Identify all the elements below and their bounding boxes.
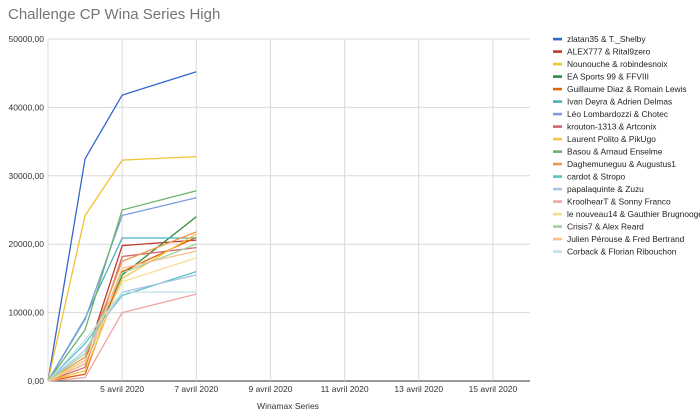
legend-label: Corback & Florian Ribouchon	[567, 247, 677, 257]
legend-item[interactable]: Ivan Deyra & Adrien Delmas	[553, 97, 672, 107]
y-tick-label: 20000,00	[9, 239, 45, 249]
series-line	[47, 257, 197, 382]
legend-label: Crisis7 & Alex Reard	[567, 222, 644, 232]
legend-item[interactable]: Léo Lombardozzi & Chotec	[553, 109, 668, 119]
legend-swatch	[553, 175, 562, 178]
legend-swatch	[553, 75, 562, 78]
legend-swatch	[553, 112, 562, 116]
legend-swatch	[553, 87, 562, 91]
grid	[47, 38, 530, 382]
legend-swatch	[553, 125, 562, 128]
legend-swatch	[553, 137, 562, 141]
legend-item[interactable]: Nounouche & robindesnoix	[553, 59, 668, 69]
y-tick-label: 50000,00	[9, 34, 45, 44]
legend-label: zlatan35 & T._Shelby	[567, 34, 646, 44]
legend-swatch	[553, 250, 562, 253]
series-line	[47, 291, 197, 382]
legend-swatch	[553, 212, 562, 216]
legend-label: Guillaume Diaz & Romain Lewis	[567, 84, 687, 94]
legend-item[interactable]: Guillaume Diaz & Romain Lewis	[553, 84, 687, 94]
legend-swatch	[553, 162, 562, 166]
y-tick-label: 10000,00	[9, 308, 45, 318]
legend-item[interactable]: zlatan35 & T._Shelby	[553, 34, 646, 44]
legend-swatch	[553, 225, 562, 228]
legend-swatch	[553, 37, 562, 41]
legend-label: Daghemuneguu & Augustus1	[567, 159, 676, 169]
legend-item[interactable]: krouton-1313 & Artconix	[553, 122, 657, 132]
series-line	[47, 233, 197, 382]
legend[interactable]: zlatan35 & T._Shelby ALEX777 & Rital9zero…	[553, 34, 700, 257]
legend-item[interactable]: Crisis7 & Alex Reard	[553, 222, 644, 232]
legend-label: krouton-1313 & Artconix	[567, 122, 657, 132]
x-tick-label: 9 avril 2020	[248, 384, 292, 394]
x-tick-label: 11 avril 2020	[321, 384, 369, 394]
series-line	[47, 293, 197, 382]
legend-swatch	[553, 200, 562, 203]
legend-item[interactable]: Corback & Florian Ribouchon	[553, 247, 677, 257]
legend-label: EA Sports 99 & FFVIII	[567, 72, 649, 82]
y-tick-label: 40000,00	[9, 102, 45, 112]
legend-item[interactable]: cardot & Stropo	[553, 172, 626, 182]
legend-swatch	[553, 187, 562, 191]
legend-item[interactable]: Julien Pérouse & Fred Bertrand	[553, 234, 685, 244]
legend-swatch	[553, 237, 562, 241]
legend-swatch	[553, 62, 562, 66]
y-tick-label: 30000,00	[9, 171, 45, 181]
legend-label: papalaquinte & Zuzu	[567, 184, 644, 194]
legend-item[interactable]: Basou & Arnaud Enselme	[553, 147, 663, 157]
series-lines	[47, 71, 197, 382]
legend-label: Léo Lombardozzi & Chotec	[567, 109, 668, 119]
legend-label: le nouveau14 & Gauthier Brugnooge	[567, 209, 700, 219]
legend-item[interactable]: Laurent Polito & PikUgo	[553, 134, 656, 144]
legend-item[interactable]: KroolhearT & Sonny Franco	[553, 197, 671, 207]
legend-swatch	[553, 50, 562, 53]
axes: 0,00 10000,00 20000,00 30000,00 40000,00 5000…	[9, 34, 518, 394]
legend-label: cardot & Stropo	[567, 172, 626, 182]
legend-item[interactable]: EA Sports 99 & FFVIII	[553, 72, 649, 82]
legend-label: Julien Pérouse & Fred Bertrand	[567, 234, 685, 244]
series-line	[47, 190, 197, 382]
legend-label: Nounouche & robindesnoix	[567, 59, 668, 69]
x-tick-label: 15 avril 2020	[469, 384, 518, 394]
y-tick-label: 0,00	[27, 376, 44, 386]
legend-label: Basou & Arnaud Enselme	[567, 147, 663, 157]
series-line	[47, 197, 197, 382]
legend-swatch	[553, 100, 562, 103]
legend-item[interactable]: papalaquinte & Zuzu	[553, 184, 644, 194]
series-line	[47, 155, 197, 382]
x-tick-label: 5 avril 2020	[100, 384, 144, 394]
chart-title: Challenge CP Wina Series High	[8, 6, 220, 23]
legend-item[interactable]: le nouveau14 & Gauthier Brugnooge	[553, 209, 700, 219]
legend-label: ALEX777 & Rital9zero	[567, 47, 651, 57]
legend-label: Laurent Polito & PikUgo	[567, 134, 656, 144]
x-tick-label: 7 avril 2020	[174, 384, 218, 394]
series-line	[47, 231, 197, 382]
x-axis-label: Winamax Series	[257, 401, 319, 411]
legend-label: Ivan Deyra & Adrien Delmas	[567, 97, 672, 107]
series-line	[47, 71, 197, 382]
series-line	[47, 243, 197, 382]
legend-label: KroolhearT & Sonny Franco	[567, 197, 671, 207]
legend-swatch	[553, 150, 562, 153]
legend-item[interactable]: ALEX777 & Rital9zero	[553, 47, 651, 57]
legend-item[interactable]: Daghemuneguu & Augustus1	[553, 159, 676, 169]
x-tick-label: 13 avril 2020	[394, 384, 443, 394]
